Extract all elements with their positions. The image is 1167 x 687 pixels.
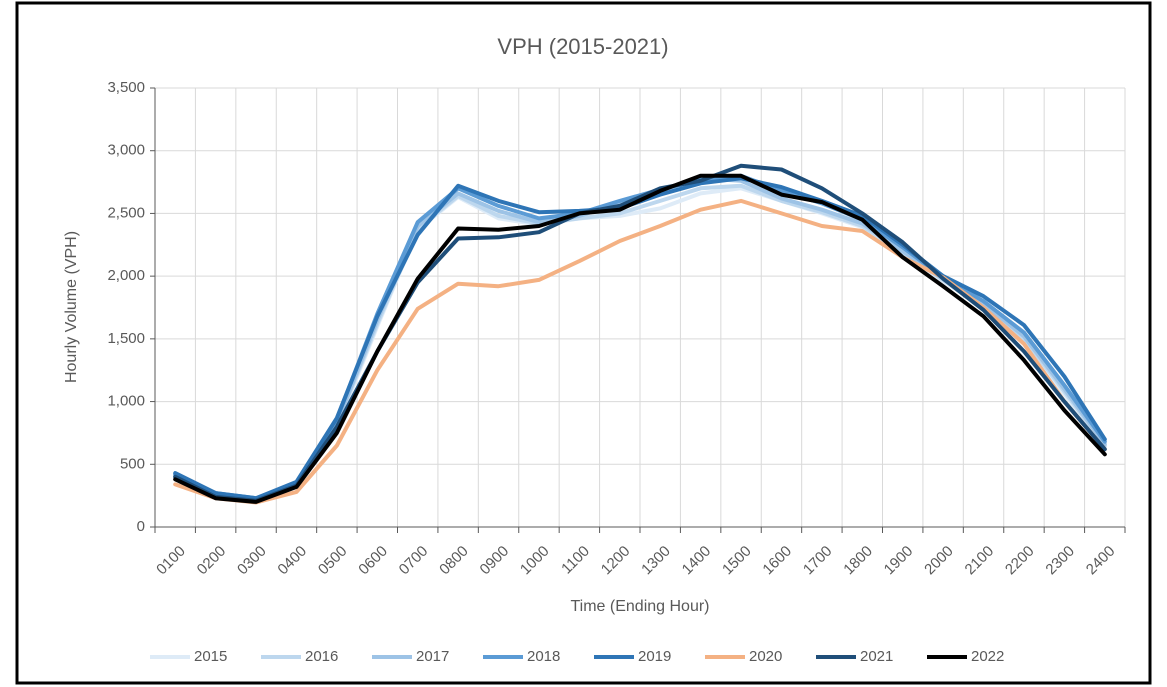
series-line bbox=[173, 173, 1107, 504]
legend-label: 2016 bbox=[305, 648, 338, 665]
y-tick-label: 0 bbox=[137, 518, 145, 535]
chart-title: VPH (2015-2021) bbox=[497, 34, 668, 59]
y-tick-label: 3,500 bbox=[107, 79, 145, 96]
y-axis-title: Hourly Volume (VPH) bbox=[63, 231, 80, 383]
legend-label: 2015 bbox=[194, 648, 227, 665]
legend-label: 2017 bbox=[416, 648, 449, 665]
y-tick-label: 2,500 bbox=[107, 204, 145, 221]
legend-label: 2020 bbox=[749, 648, 782, 665]
legend-label: 2019 bbox=[638, 648, 671, 665]
y-tick-label: 1,000 bbox=[107, 393, 145, 410]
legend-label: 2018 bbox=[527, 648, 560, 665]
y-tick-label: 1,500 bbox=[107, 330, 145, 347]
legend-label: 2021 bbox=[860, 648, 893, 665]
y-tick-label: 500 bbox=[120, 455, 145, 472]
series-line bbox=[173, 163, 1107, 503]
x-axis-title: Time (Ending Hour) bbox=[570, 598, 709, 615]
y-tick-label: 2,000 bbox=[107, 267, 145, 284]
chart-frame bbox=[15, 1, 1152, 685]
legend-label: 2022 bbox=[971, 648, 1004, 665]
y-tick-label: 3,000 bbox=[107, 142, 145, 159]
